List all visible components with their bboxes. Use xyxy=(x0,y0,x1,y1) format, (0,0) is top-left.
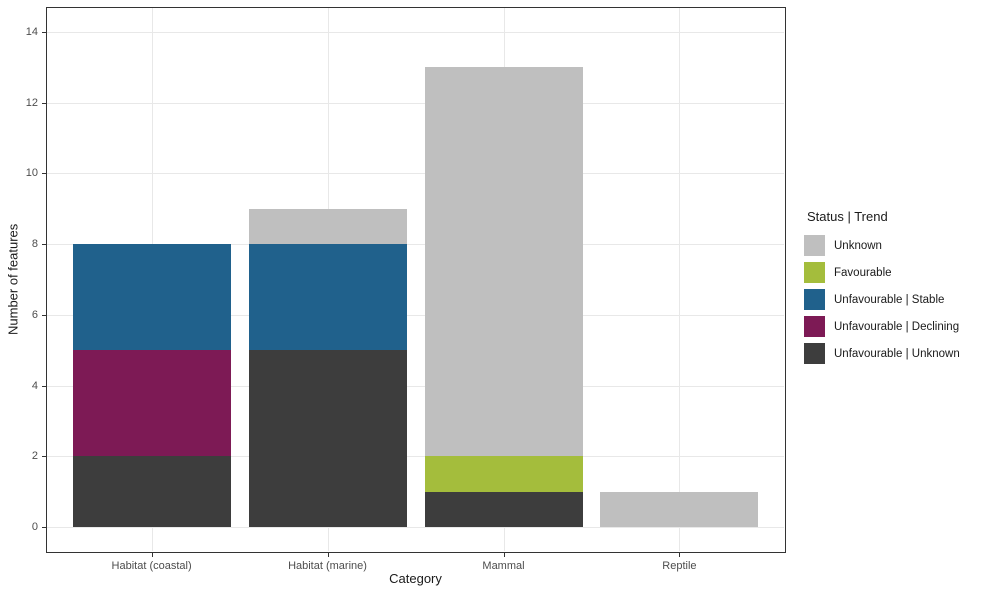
y-tick-mark xyxy=(42,385,46,387)
bar-segment xyxy=(248,208,407,245)
gridline-horizontal xyxy=(47,385,784,387)
legend-swatch xyxy=(804,289,825,310)
y-tick-mark xyxy=(42,244,46,246)
bar-segment xyxy=(248,350,407,528)
legend-title: Status | Trend xyxy=(807,209,888,224)
legend-item-label: Favourable xyxy=(834,266,892,279)
gridline-horizontal xyxy=(47,31,784,33)
gridline-horizontal xyxy=(47,173,784,175)
x-tick-mark xyxy=(151,553,153,557)
x-tick-mark xyxy=(503,553,505,557)
legend-item-label: Unknown xyxy=(834,239,882,252)
legend-item-label: Unfavourable | Declining xyxy=(834,320,960,333)
y-tick-label: 10 xyxy=(25,167,38,180)
legend-swatch xyxy=(804,316,825,337)
bar-segment xyxy=(248,244,407,351)
bar-segment xyxy=(72,456,231,528)
x-tick-label: Habitat (marine) xyxy=(288,560,367,572)
x-tick-label: Habitat (coastal) xyxy=(111,560,192,572)
y-tick-label: 14 xyxy=(25,25,38,38)
legend-swatch xyxy=(804,262,825,283)
y-tick-label: 2 xyxy=(31,450,38,463)
gridline-horizontal xyxy=(47,314,784,316)
y-tick-mark xyxy=(42,173,46,175)
x-tick-mark xyxy=(679,553,681,557)
bar-segment xyxy=(424,67,583,457)
legend-swatch xyxy=(804,235,825,256)
y-tick-mark xyxy=(42,102,46,104)
bar-segment xyxy=(600,491,759,528)
gridline-horizontal xyxy=(47,456,784,458)
x-tick-label: Reptile xyxy=(662,560,697,572)
legend-items: Unknown Favourable Unfavourable | Stable Un… xyxy=(804,235,985,364)
legend-item-label: Unfavourable | Unknown xyxy=(834,347,960,360)
legend-swatch xyxy=(804,343,825,364)
bar-segment xyxy=(424,491,583,528)
y-tick-label: 0 xyxy=(31,521,38,534)
y-tick-label: 12 xyxy=(25,96,38,109)
y-tick-mark xyxy=(42,527,46,529)
legend-item: Favourable xyxy=(804,262,985,283)
x-tick-mark xyxy=(327,553,329,557)
gridline-horizontal xyxy=(47,527,784,529)
legend-item: Unfavourable | Declining xyxy=(804,316,985,337)
y-tick-label: 8 xyxy=(31,238,38,251)
bar-segment xyxy=(424,456,583,492)
y-tick-mark xyxy=(42,456,46,458)
y-tick-label: 4 xyxy=(31,379,38,392)
bar-segment xyxy=(72,244,231,351)
y-axis-title: Number of features xyxy=(5,223,21,336)
bar-segment xyxy=(72,350,231,457)
gridline-horizontal xyxy=(47,244,784,246)
legend-item: Unfavourable | Unknown xyxy=(804,343,985,364)
gridline-vertical xyxy=(679,8,681,551)
legend-item: Unfavourable | Stable xyxy=(804,289,985,310)
y-tick-mark xyxy=(42,314,46,316)
legend-item-label: Unfavourable | Stable xyxy=(834,293,945,306)
y-tick-label: 6 xyxy=(31,308,38,321)
y-tick-mark xyxy=(42,31,46,33)
x-axis-title: Category xyxy=(389,571,442,586)
legend-item: Unknown xyxy=(804,235,985,256)
panel-border xyxy=(46,7,786,553)
gridline-horizontal xyxy=(47,102,784,104)
legend: Status | Trend Unknown Favourable Unfavour… xyxy=(804,209,985,370)
x-tick-label: Mammal xyxy=(482,560,525,572)
